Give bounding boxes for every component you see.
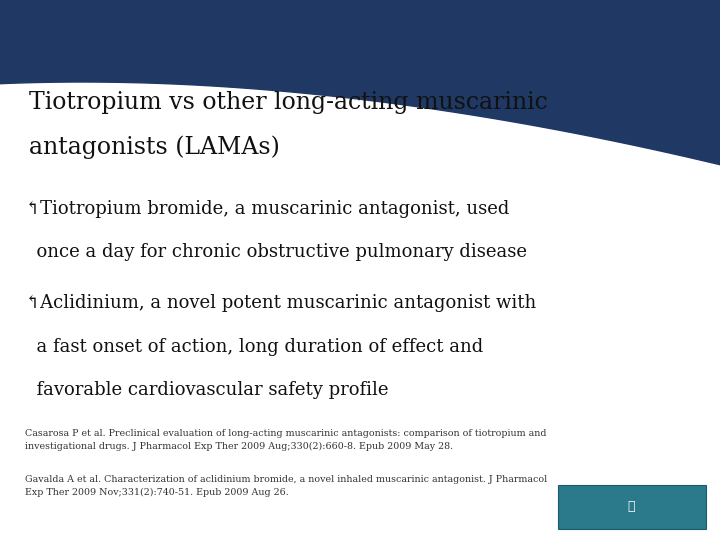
Text: Tiotropium vs other long-acting muscarinic: Tiotropium vs other long-acting muscarin… bbox=[29, 91, 547, 114]
Text: Gavalda A et al. Characterization of aclidinium bromide, a novel inhaled muscari: Gavalda A et al. Characterization of acl… bbox=[25, 475, 547, 497]
Text: favorable cardiovascular safety profile: favorable cardiovascular safety profile bbox=[25, 381, 389, 399]
Text: ↰Aclidinium, a novel potent muscarinic antagonist with: ↰Aclidinium, a novel potent muscarinic a… bbox=[25, 294, 536, 312]
Text: ↰Tiotropium bromide, a muscarinic antagonist, used: ↰Tiotropium bromide, a muscarinic antago… bbox=[25, 200, 510, 218]
FancyBboxPatch shape bbox=[558, 485, 706, 529]
Text: antagonists (LAMAs): antagonists (LAMAs) bbox=[29, 135, 279, 159]
Text: a fast onset of action, long duration of effect and: a fast onset of action, long duration of… bbox=[25, 338, 483, 355]
Text: once a day for chronic obstructive pulmonary disease: once a day for chronic obstructive pulmo… bbox=[25, 243, 527, 261]
Text: 🌍: 🌍 bbox=[628, 500, 635, 513]
Text: Casarosa P et al. Preclinical evaluation of long-acting muscarinic antagonists: : Casarosa P et al. Preclinical evaluation… bbox=[25, 429, 546, 451]
Polygon shape bbox=[0, 0, 720, 165]
